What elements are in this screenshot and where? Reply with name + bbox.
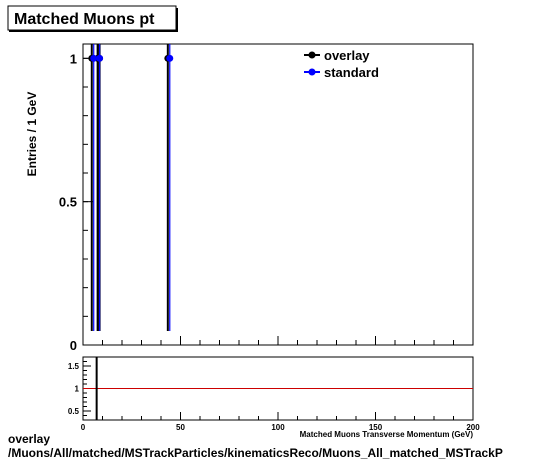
chart-title-box: Matched Muons pt (7, 5, 178, 32)
main-ytick-label: 1 (70, 51, 77, 66)
ratio-xtick-label: 200 (466, 423, 480, 432)
x-axis-label: Matched Muons Transverse Momentum (GeV) (300, 430, 474, 439)
ratio-ytick-label: 1.5 (68, 362, 80, 371)
title-shadow-right (176, 8, 178, 32)
ratio-ytick-label: 1 (75, 385, 80, 394)
title-shadow-bottom (9, 30, 178, 32)
title-frame (7, 5, 177, 31)
main-plot-frame (82, 43, 474, 346)
series-1-point (166, 54, 174, 62)
y-axis-label: Entries / 1 GeV (25, 92, 39, 177)
legend-label: standard (324, 65, 379, 80)
main-plot: 0 0.5 1 Entries / 1 GeV overlay standard (25, 43, 474, 353)
ratio-xtick-label: 0 (81, 423, 86, 432)
legend-marker (308, 51, 316, 59)
legend-marker (308, 68, 316, 76)
ratio-ytick-label: 0.5 (68, 407, 80, 416)
legend-label: overlay (324, 48, 370, 63)
chart-title: Matched Muons pt (14, 11, 155, 28)
ratio-xtick-label: 50 (176, 423, 185, 432)
series-1-point (96, 54, 104, 62)
main-ytick-label: 0.5 (59, 195, 77, 210)
caption-line-2: /Muons/All/matched/MSTrackParticles/kine… (8, 446, 503, 460)
series-1-point (90, 54, 98, 62)
ratio-xtick-label: 150 (369, 423, 383, 432)
main-ytick-label: 0 (70, 338, 77, 353)
caption-line-1: overlay (8, 432, 51, 446)
ratio-xtick-label: 100 (271, 423, 285, 432)
